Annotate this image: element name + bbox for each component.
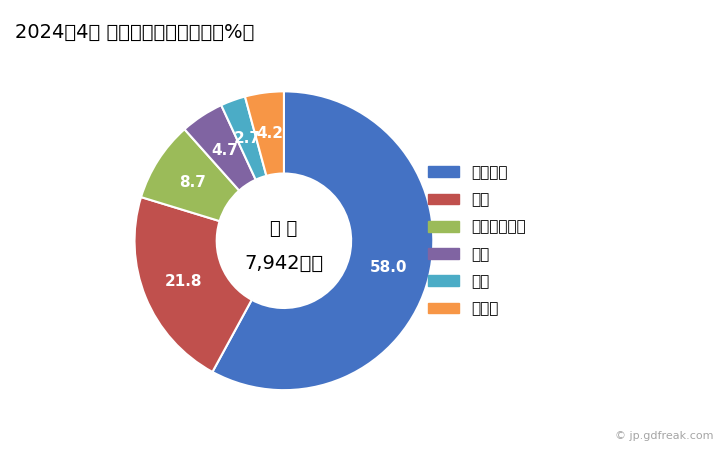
Wedge shape bbox=[221, 96, 266, 180]
Text: 21.8: 21.8 bbox=[165, 274, 202, 289]
Text: 58.0: 58.0 bbox=[370, 260, 408, 275]
Wedge shape bbox=[141, 129, 240, 221]
Wedge shape bbox=[213, 91, 433, 390]
Wedge shape bbox=[135, 197, 252, 372]
Wedge shape bbox=[245, 91, 284, 176]
Text: 4.7: 4.7 bbox=[211, 143, 238, 158]
Text: 2024年4月 輸出相手国のシェア（%）: 2024年4月 輸出相手国のシェア（%） bbox=[15, 22, 254, 41]
Text: 総 額: 総 額 bbox=[270, 220, 298, 238]
Text: 4.2: 4.2 bbox=[256, 126, 283, 141]
Text: 8.7: 8.7 bbox=[179, 175, 206, 190]
Legend: オランダ, 米国, シンガポール, 中国, 台湾, その他: オランダ, 米国, シンガポール, 中国, 台湾, その他 bbox=[422, 159, 532, 322]
Text: 7,942万円: 7,942万円 bbox=[245, 254, 323, 273]
Wedge shape bbox=[184, 105, 256, 190]
Text: 2.7: 2.7 bbox=[234, 131, 261, 146]
Text: © jp.gdfreak.com: © jp.gdfreak.com bbox=[615, 431, 713, 441]
